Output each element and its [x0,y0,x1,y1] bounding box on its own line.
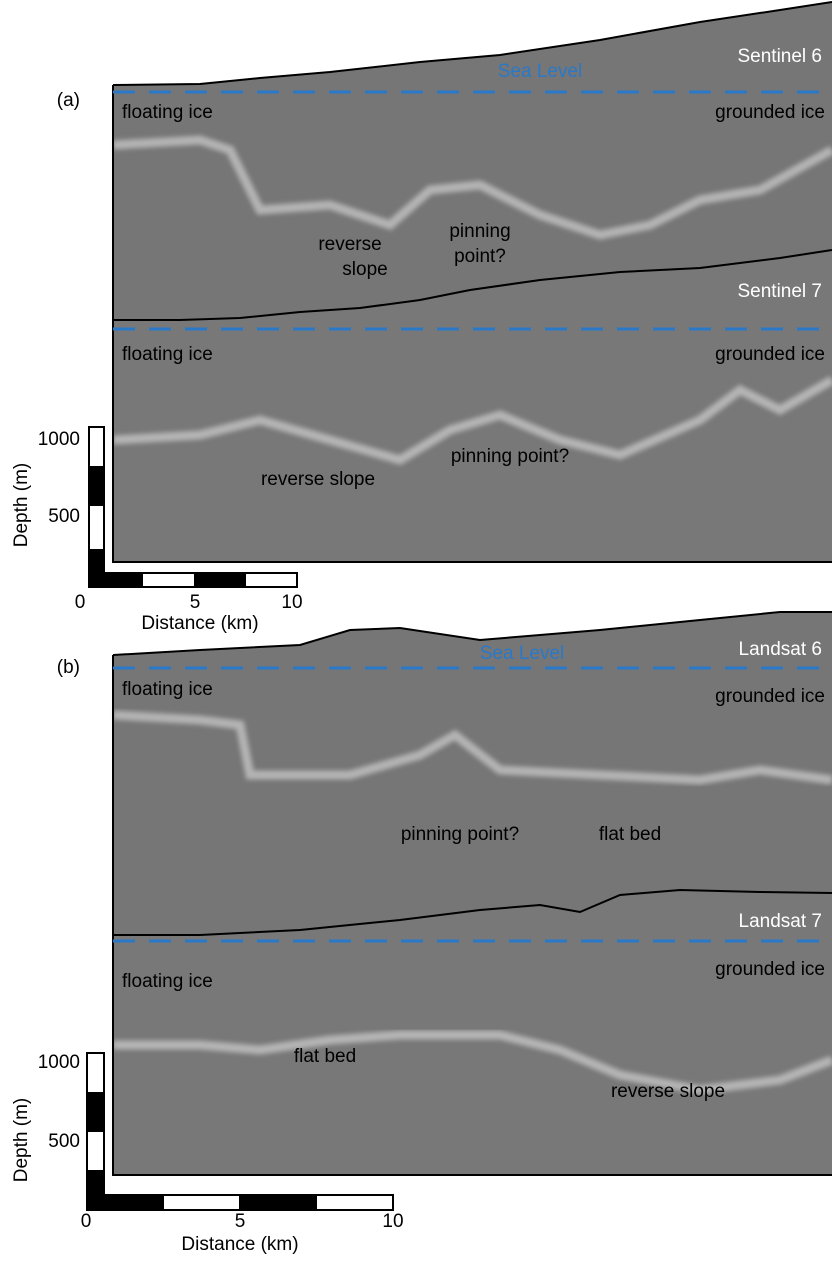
scale-segment [239,1194,317,1211]
frame [112,655,832,1176]
depth-label: Depth (m) [11,463,32,547]
bed-reflection [113,1030,832,1095]
scale-segment [194,572,246,588]
annotation: pinning point? [451,446,569,467]
surface-line [112,1,832,86]
annotation: pinning [449,221,510,242]
distance-tick-label: 10 [281,592,302,613]
annotation: floating ice [122,971,213,992]
sea-level-label: Sea Level [498,61,583,82]
panel-label: (a) [57,90,80,111]
distance-tick-label: 0 [75,592,86,613]
scale-segment [86,1052,105,1094]
surface-line [113,249,832,321]
radar-image [113,612,832,935]
radar-image [113,250,832,562]
scale-segment [141,572,196,588]
scale-segment [86,1130,105,1172]
radar-image [113,2,832,320]
annotation: pinning point? [401,824,519,845]
depth-tick-label: 1000 [38,429,80,450]
annotation: floating ice [122,102,213,123]
scale-segment [86,1092,105,1132]
depth-tick-label: 500 [48,506,80,527]
annotation: reverse slope [261,469,375,490]
scale-segment [88,466,105,506]
annotation: floating ice [122,679,213,700]
scale-segment [88,426,105,468]
bed-reflection [112,135,832,240]
scale-segment [88,572,143,588]
radargram-b [112,611,832,1176]
distance-tick-label: 5 [235,1211,246,1232]
scale-segment [244,572,298,588]
profile-name: Sentinel 7 [737,281,822,302]
radargram-a [112,1,832,563]
profile-name: Landsat 7 [739,911,822,932]
annotation: flat bed [599,824,661,845]
scale-segment [162,1194,241,1211]
annotation: grounded ice [715,686,825,707]
frame [112,85,832,563]
annotation: reverse slope [611,1081,725,1102]
annotation: floating ice [122,344,213,365]
surface-line [113,888,832,936]
bed-reflection [112,710,832,785]
distance-tick-label: 0 [81,1211,92,1232]
annotation: grounded ice [715,959,825,980]
depth-tick-label: 500 [48,1131,80,1152]
annotation: point? [454,246,506,267]
distance-tick-label: 10 [382,1211,403,1232]
annotation: grounded ice [715,102,825,123]
distance-label: Distance (km) [141,613,258,634]
scale-bar-b [86,1052,394,1211]
annotation: grounded ice [715,344,825,365]
surface-line [112,611,832,656]
annotation: reverse [318,234,381,255]
bed-reflection [112,376,832,465]
distance-label: Distance (km) [181,1234,298,1255]
distance-tick-label: 5 [190,592,201,613]
depth-label: Depth (m) [11,1098,32,1182]
sea-level-label: Sea Level [480,643,565,664]
panel-label: (b) [57,657,80,678]
profile-name: Sentinel 6 [737,46,822,67]
scale-segment [88,504,105,551]
profile-name: Landsat 6 [739,639,822,660]
scale-segment [315,1194,394,1211]
scale-segment [86,1194,164,1211]
depth-tick-label: 1000 [38,1052,80,1073]
annotation: slope [342,259,387,280]
scale-bar-a [88,426,298,588]
annotation: flat bed [294,1046,356,1067]
